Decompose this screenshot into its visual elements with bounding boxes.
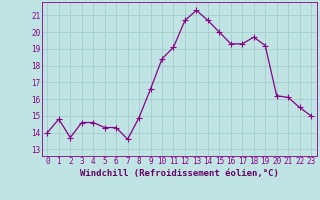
X-axis label: Windchill (Refroidissement éolien,°C): Windchill (Refroidissement éolien,°C) <box>80 169 279 178</box>
